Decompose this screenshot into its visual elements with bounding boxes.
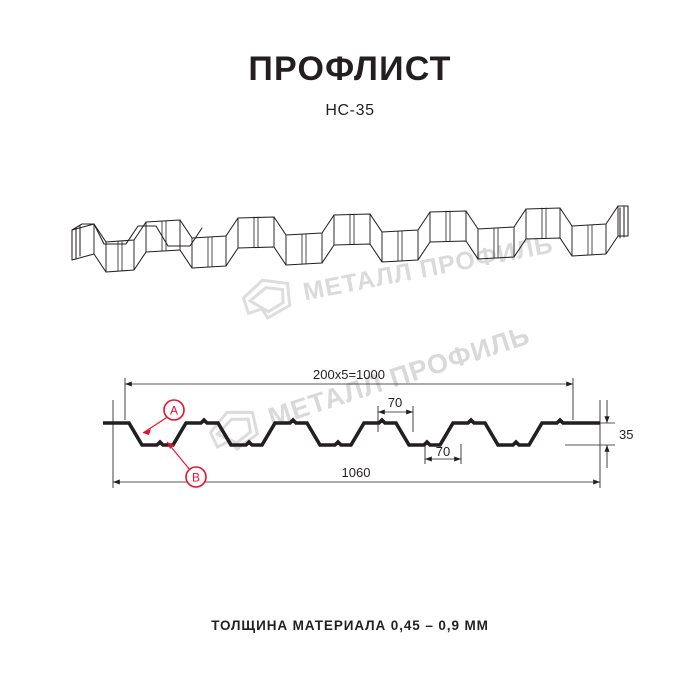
isometric-view: МЕТАЛЛ ПРОФИЛЬ bbox=[60, 188, 640, 320]
footer: ТОЛЩИНА МАТЕРИАЛА 0,45 – 0,9 ММ bbox=[0, 618, 700, 633]
corrugated-sheet-3d bbox=[71, 205, 629, 273]
dimension-height bbox=[565, 400, 615, 468]
page-title: ПРОФЛИСТ bbox=[248, 50, 452, 88]
product-model: НС-35 bbox=[325, 102, 375, 119]
header: ПРОФЛИСТ НС-35 bbox=[0, 52, 700, 120]
callout-b-circle[interactable] bbox=[185, 466, 207, 488]
watermark-iso: МЕТАЛЛ ПРОФИЛЬ bbox=[241, 230, 556, 320]
callout-b-label: B bbox=[192, 471, 200, 485]
watermark-logo-icon-2 bbox=[208, 410, 259, 452]
profile-outline bbox=[103, 417, 600, 447]
watermark-logo-icon bbox=[241, 278, 292, 320]
dimension-top-flange-label: 70 bbox=[388, 395, 402, 410]
callout-a-leader bbox=[142, 415, 170, 434]
watermark-text-2: МЕТАЛЛ ПРОФИЛЬ bbox=[265, 320, 534, 433]
callout-a-circle[interactable] bbox=[163, 399, 185, 421]
callout-b[interactable]: B bbox=[166, 441, 207, 488]
dimension-bottom-valley-label: 70 bbox=[436, 444, 450, 459]
watermark-text: МЕТАЛЛ ПРОФИЛЬ bbox=[301, 230, 556, 306]
dimension-top-flange bbox=[377, 406, 414, 432]
material-thickness-note: ТОЛЩИНА МАТЕРИАЛА 0,45 – 0,9 ММ bbox=[211, 618, 489, 633]
cross-section-svg: МЕТАЛЛ ПРОФИЛЬ 1060 bbox=[103, 320, 633, 488]
watermark-section: МЕТАЛЛ ПРОФИЛЬ bbox=[208, 320, 534, 452]
cross-section-view: МЕТАЛЛ ПРОФИЛЬ 1060 bbox=[95, 320, 635, 520]
callout-a[interactable]: A bbox=[142, 399, 185, 435]
dimension-height-label: 35 bbox=[619, 427, 633, 442]
callout-a-label: A bbox=[170, 404, 178, 418]
isometric-svg: МЕТАЛЛ ПРОФИЛЬ bbox=[71, 205, 629, 320]
dimension-bottom-valley bbox=[424, 444, 462, 464]
callout-a-arrow bbox=[143, 429, 151, 435]
dimension-pitch bbox=[124, 378, 574, 420]
callout-b-arrow bbox=[167, 442, 174, 449]
dimension-pitch-label: 200x5=1000 bbox=[313, 367, 385, 382]
dimension-overall-width-label: 1060 bbox=[342, 465, 371, 480]
